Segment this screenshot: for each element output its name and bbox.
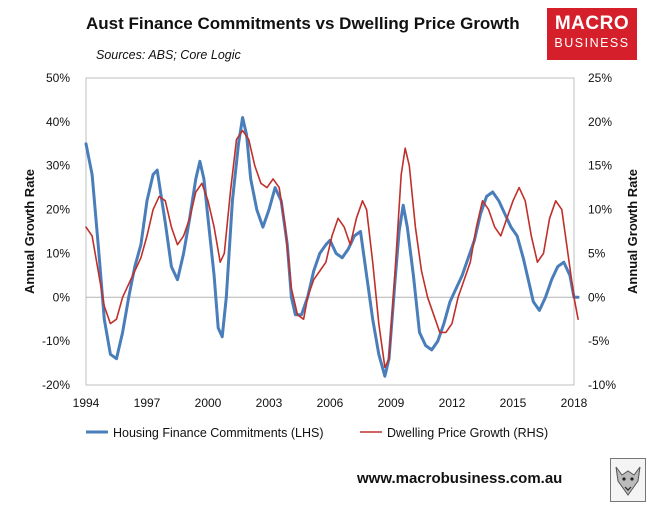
x-tick-label: 2009 xyxy=(378,396,405,410)
logo-line-2: BUSINESS xyxy=(554,36,630,50)
y-left-tick-label: 40% xyxy=(46,115,70,129)
y-right-tick-label: 5% xyxy=(588,246,606,260)
y-left-tick-label: -20% xyxy=(42,378,70,392)
x-tick-label: 1997 xyxy=(134,396,161,410)
x-tick-label: 2006 xyxy=(317,396,344,410)
y-right-tick-label: 10% xyxy=(588,203,612,217)
y-left-tick-label: -10% xyxy=(42,334,70,348)
y-right-tick-label: 20% xyxy=(588,115,612,129)
y-right-tick-label: -10% xyxy=(588,378,616,392)
y-left-tick-label: 30% xyxy=(46,159,70,173)
y-axis-left-label: Annual Growth Rate xyxy=(22,169,37,294)
legend-label-finance: Housing Finance Commitments (LHS) xyxy=(113,426,324,440)
wolf-icon xyxy=(610,458,646,502)
y-left-tick-label: 0% xyxy=(53,290,71,304)
macrobusiness-logo: MACRO BUSINESS xyxy=(547,8,637,60)
chart-title: Aust Finance Commitments vs Dwelling Pri… xyxy=(86,14,520,33)
x-tick-label: 2018 xyxy=(561,396,588,410)
series-line-finance xyxy=(84,116,580,378)
legend-label-price: Dwelling Price Growth (RHS) xyxy=(387,426,548,440)
logo-line-1: MACRO xyxy=(554,13,630,34)
y-left-tick-label: 50% xyxy=(46,71,70,85)
y-right-tick-label: 15% xyxy=(588,159,612,173)
y-axis-right-label: Annual Growth Rate xyxy=(625,169,640,294)
series-line-price xyxy=(85,129,579,369)
y-left-tick-label: 10% xyxy=(46,246,70,260)
plot-area xyxy=(85,77,575,386)
y-right-tick-label: 0% xyxy=(588,290,606,304)
x-tick-label: 2003 xyxy=(256,396,283,410)
site-url: www.macrobusiness.com.au xyxy=(357,470,563,487)
y-right-tick-label: 25% xyxy=(588,71,612,85)
x-tick-label: 2012 xyxy=(439,396,466,410)
y-left-tick-label: 20% xyxy=(46,203,70,217)
x-tick-label: 1994 xyxy=(73,396,100,410)
x-tick-label: 2015 xyxy=(500,396,527,410)
y-right-tick-label: -5% xyxy=(588,334,610,348)
chart-subtitle: Sources: ABS; Core Logic xyxy=(96,48,241,62)
x-tick-label: 2000 xyxy=(195,396,222,410)
